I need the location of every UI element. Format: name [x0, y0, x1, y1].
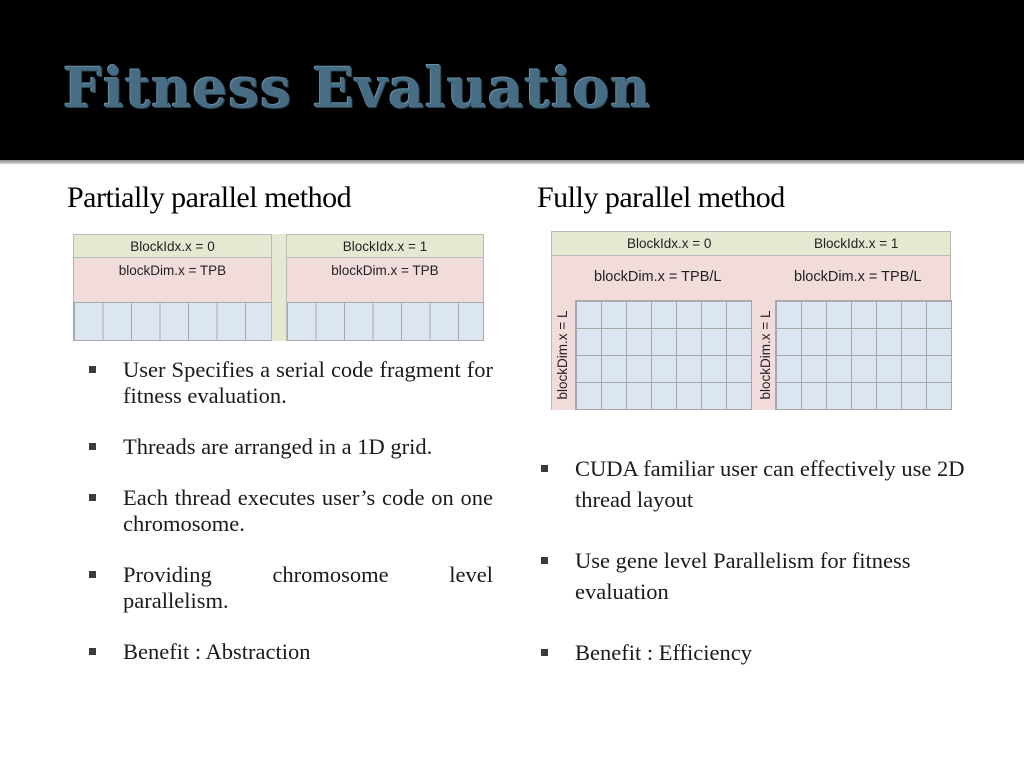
title-divider — [0, 160, 1024, 164]
list-item: CUDA familiar user can effectively use 2… — [541, 453, 975, 515]
slide-title: Fitness Evaluation — [63, 55, 652, 120]
list-item: Benefit : Efficiency — [541, 637, 975, 668]
block1-dim-label: blockDim.x = TPB/L — [794, 269, 922, 285]
block-separator — [271, 234, 287, 341]
partially-parallel-diagram: BlockIdx.x = 0 BlockIdx.x = 1 blockDim.x… — [73, 234, 484, 341]
square-bullet-icon — [89, 571, 96, 578]
left-column-heading: Partially parallel method — [67, 181, 352, 214]
square-bullet-icon — [541, 557, 548, 564]
block1-dim-label: blockDim.x = TPB — [286, 258, 484, 302]
block0-dim-label: blockDim.x = TPB — [73, 258, 272, 302]
square-bullet-icon — [89, 494, 96, 501]
bullet-text: Benefit : Abstraction — [123, 639, 311, 664]
fully-parallel-diagram: BlockIdx.x = 0 BlockIdx.x = 1 blockDim.x… — [551, 231, 952, 410]
bullet-text: Providing chromosome level parallelism. — [123, 562, 493, 613]
block0-thread-grid — [575, 300, 752, 410]
block0-dim-label: blockDim.x = TPB/L — [594, 269, 722, 285]
block0-ydim-label: blockDim.x = L — [555, 310, 570, 400]
block-index-row: BlockIdx.x = 0 BlockIdx.x = 1 — [551, 231, 951, 256]
bullet-text: Each thread executes user’s code on one … — [123, 485, 493, 536]
bullet-text: Benefit : Efficiency — [575, 640, 753, 665]
list-item: Each thread executes user’s code on one … — [89, 485, 493, 537]
title-bar: Fitness Evaluation — [0, 0, 1024, 160]
block0-thread-cells — [73, 302, 272, 341]
block1-thread-grid — [775, 300, 952, 410]
square-bullet-icon — [541, 649, 548, 656]
block1-ydim-label: blockDim.x = L — [758, 310, 773, 400]
square-bullet-icon — [89, 366, 96, 373]
square-bullet-icon — [89, 443, 96, 450]
block1-index-label: BlockIdx.x = 1 — [286, 234, 484, 258]
left-bullet-list: User Specifies a serial code fragment fo… — [89, 357, 493, 665]
square-bullet-icon — [541, 465, 548, 472]
bullet-text: Use gene level Parallelism for fitness e… — [575, 548, 911, 604]
block0-index-label: BlockIdx.x = 0 — [73, 234, 272, 258]
list-item: Providing chromosome level parallelism. — [89, 562, 493, 614]
list-item: User Specifies a serial code fragment fo… — [89, 357, 493, 409]
block1-index-label: BlockIdx.x = 1 — [814, 236, 899, 251]
list-item: Benefit : Abstraction — [89, 639, 493, 665]
block0-index-label: BlockIdx.x = 0 — [627, 236, 712, 251]
list-item: Threads are arranged in a 1D grid. — [89, 434, 493, 460]
block1-thread-cells — [286, 302, 484, 341]
bullet-text: CUDA familiar user can effectively use 2… — [575, 456, 965, 512]
square-bullet-icon — [89, 648, 96, 655]
list-item: Use gene level Parallelism for fitness e… — [541, 545, 975, 607]
right-bullet-list: CUDA familiar user can effectively use 2… — [541, 453, 975, 698]
bullet-text: User Specifies a serial code fragment fo… — [123, 357, 493, 408]
bullet-text: Threads are arranged in a 1D grid. — [123, 434, 433, 459]
right-column-heading: Fully parallel method — [537, 181, 785, 214]
